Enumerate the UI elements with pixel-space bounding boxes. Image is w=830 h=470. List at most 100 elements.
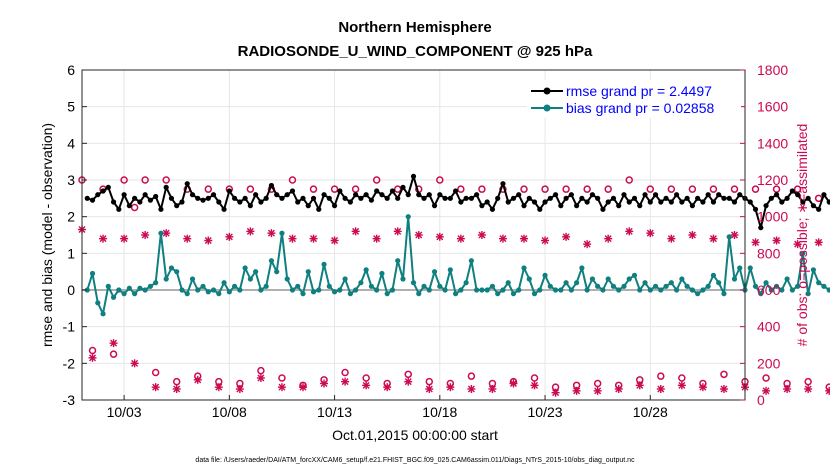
x-tick-label: 10/08 (212, 404, 247, 420)
obs-assimilated-marker (751, 238, 760, 247)
obs-possible-marker (751, 185, 760, 193)
rmse-point (584, 199, 590, 205)
rmse-point (342, 195, 348, 201)
obs-possible-marker (709, 185, 718, 193)
asterisk-stroke (762, 387, 770, 395)
bias-point (731, 276, 738, 282)
rmse-point (805, 195, 811, 201)
rmse-point (95, 192, 101, 198)
bias-point (479, 287, 485, 293)
rmse-point (558, 203, 564, 209)
rmse-point (274, 192, 280, 198)
bias-point (763, 280, 769, 286)
asterisk-stroke (804, 385, 812, 393)
bias-point (321, 261, 327, 267)
obs-assimilated-marker (804, 385, 813, 393)
bias-point (132, 291, 138, 297)
bias-point (458, 287, 464, 293)
obs-assimilated-marker (299, 383, 307, 392)
obs-assimilated-marker (646, 229, 655, 238)
rmse-point (637, 203, 643, 209)
rmse-point (368, 197, 375, 203)
asterisk-stroke (373, 235, 381, 243)
y-tick-label: 0 (67, 282, 75, 298)
rmse-point (295, 199, 301, 205)
bias-point (421, 283, 427, 289)
rmse-point (731, 199, 738, 205)
obs-possible-marker (625, 176, 633, 184)
asterisk-stroke (583, 240, 591, 248)
bias-point (668, 280, 674, 286)
rmse-point (795, 192, 801, 198)
obs-assimilated-marker (277, 383, 286, 392)
obs-possible-marker (204, 185, 213, 193)
bias-point (89, 270, 96, 277)
bias-point (384, 291, 390, 297)
obs-possible-marker (562, 185, 570, 193)
obs-possible-marker (520, 185, 528, 193)
rmse-point (337, 188, 343, 194)
bias-point (189, 276, 196, 282)
bias-point (526, 276, 532, 282)
obs-assimilated-marker (814, 238, 823, 247)
bias-point (558, 287, 564, 293)
bias-line (86, 215, 830, 315)
bias-point (684, 283, 690, 289)
y2-tick-label: 800 (757, 245, 781, 261)
bias-point (568, 287, 574, 293)
asterisk-stroke (436, 233, 444, 241)
obs-assimilated-marker (656, 385, 665, 393)
rmse-point (779, 199, 785, 205)
obs-assimilated-marker (562, 232, 571, 241)
bias-point (231, 283, 238, 289)
obs-possible-marker (593, 379, 602, 388)
y-tick-label: 1 (67, 245, 75, 261)
rmse-point (726, 195, 732, 201)
bias-point (121, 291, 127, 297)
rmse-point (710, 199, 717, 205)
asterisk-stroke (720, 385, 728, 393)
bias-point (100, 311, 106, 317)
obs-assimilated-marker (109, 339, 118, 348)
obs-assimilated-marker (635, 381, 644, 390)
y2-tick-label: 1600 (757, 99, 788, 115)
bias-point (631, 272, 638, 278)
rmse-point (310, 195, 317, 201)
obs-assimilated-marker (320, 379, 329, 388)
y2-tick-label: 200 (757, 355, 781, 371)
rmse-point (468, 195, 474, 201)
rmse-point (521, 203, 527, 209)
bias-point (400, 276, 406, 282)
rmse-point (200, 197, 206, 203)
bias-point (637, 287, 643, 293)
bias-point (658, 287, 664, 293)
rmse-point (705, 192, 711, 198)
asterisk-stroke (457, 235, 465, 243)
asterisk-stroke (520, 235, 528, 243)
bias-point (147, 283, 154, 289)
obs-assimilated-marker (783, 385, 792, 393)
obs-assimilated-marker (88, 353, 97, 362)
rmse-point (389, 188, 396, 194)
bias-point (679, 276, 685, 282)
obs-possible-marker (257, 366, 265, 375)
rmse-point (395, 195, 401, 201)
bias-point (773, 283, 780, 289)
obs-assimilated-marker (256, 374, 265, 382)
obs-assimilated-marker (193, 375, 202, 384)
rmse-point (658, 199, 664, 205)
bias-point (174, 269, 180, 275)
rmse-point (737, 192, 743, 198)
obs-possible-marker (309, 185, 318, 193)
rmse-point (821, 192, 827, 198)
rmse-point (84, 195, 90, 201)
rmse-point (647, 199, 653, 205)
rmse-point (700, 199, 706, 205)
plot-frame (81, 69, 746, 401)
rmse-point (189, 192, 196, 198)
obs-assimilated-marker (709, 234, 718, 243)
asterisk-stroke (341, 378, 349, 386)
rmse-point (616, 203, 622, 209)
rmse-point (132, 195, 138, 201)
y-tick-label: -3 (63, 392, 76, 408)
